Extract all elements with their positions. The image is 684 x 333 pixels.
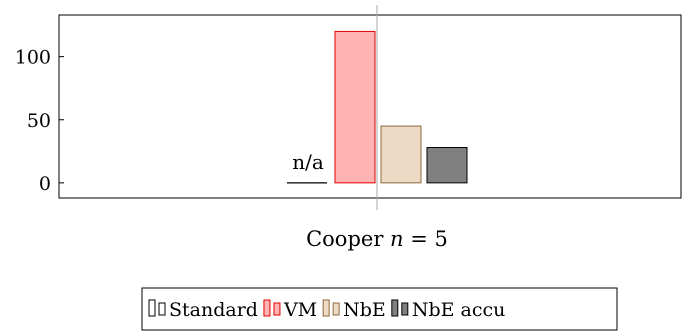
category-label-var: n [390, 227, 404, 251]
legend: Standard VM NbE NbE accu [141, 287, 618, 331]
legend-label-vm: VM [283, 299, 317, 321]
legend-swatch-standard-b [158, 302, 166, 316]
category-label-name: Cooper [306, 227, 384, 251]
legend-swatch-nbe-accu-a [391, 299, 399, 317]
legend-swatch-vm-a [263, 299, 271, 317]
legend-swatch-nbe-accu-b [401, 302, 409, 316]
bar-nbe-accu [426, 147, 468, 184]
legend-swatch-vm-b [273, 302, 281, 316]
bars: n/a [287, 30, 468, 184]
bar-annotation-na: n/a [292, 150, 324, 174]
bar-vm [334, 30, 376, 184]
bar-nbe [380, 125, 422, 184]
plot-frame [58, 14, 682, 199]
legend-label-standard: Standard [169, 299, 258, 321]
legend-label-nbe: NbE [343, 299, 386, 321]
legend-swatch-nbe-a [322, 299, 330, 317]
legend-items: Standard VM NbE NbE accu [148, 299, 506, 321]
y-tick-label-100: 100 [15, 47, 51, 69]
y-tick-label-0: 0 [39, 173, 51, 195]
category-label: Cooper n = 5 [306, 227, 448, 251]
legend-box [141, 287, 618, 331]
category-label-eq: = 5 [404, 227, 448, 251]
legend-swatch-nbe-b [332, 302, 340, 316]
y-axis-ticks: 0 50 100 [15, 47, 64, 195]
y-tick-label-50: 50 [27, 110, 51, 132]
legend-swatch-standard-a [148, 299, 156, 317]
legend-label-nbe-accu: NbE accu [412, 299, 506, 321]
